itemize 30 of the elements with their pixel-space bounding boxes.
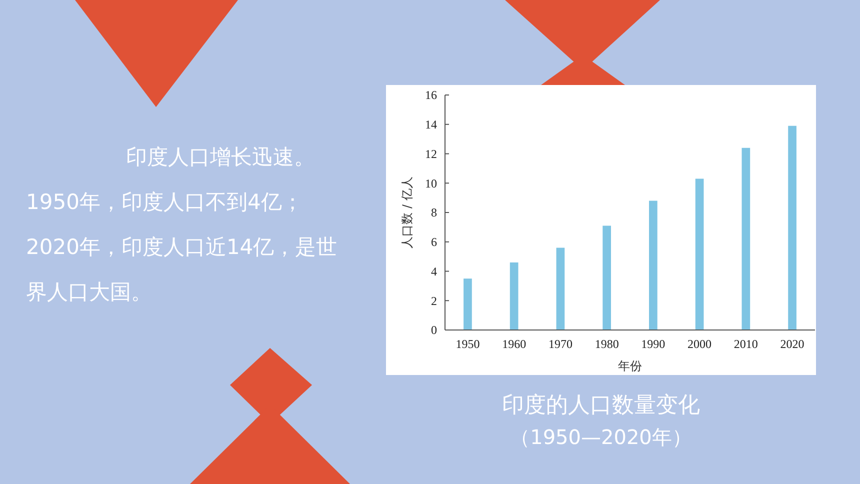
bar <box>602 226 611 330</box>
x-tick-label: 1970 <box>548 337 572 351</box>
bar <box>649 200 658 330</box>
x-axis-title: 年份 <box>618 359 642 373</box>
bar <box>788 126 796 330</box>
y-tick-label: 10 <box>425 176 437 190</box>
bar <box>464 278 472 330</box>
x-tick-label: 1980 <box>594 337 619 351</box>
x-tick-label: 2010 <box>734 337 758 351</box>
y-tick-label: 0 <box>431 323 437 338</box>
y-tick-label: 8 <box>431 206 437 220</box>
x-tick-label: 2000 <box>688 337 712 351</box>
x-tick-label: 1990 <box>641 337 666 351</box>
bar <box>510 262 518 330</box>
bar <box>742 148 750 330</box>
bar <box>556 248 565 330</box>
x-tick-label: 2020 <box>780 337 804 351</box>
text: 印度人口增长迅速。1950年，印度人口不到4亿；2020年，印度人口近14亿，是世界人口大国。 <box>26 144 338 306</box>
y-tick-label: 4 <box>431 264 437 278</box>
y-tick-label: 6 <box>431 235 437 250</box>
y-tick-label: 14 <box>425 118 437 132</box>
y-axis-title: 人口数 / 亿人 <box>400 176 414 248</box>
x-tick-label: 1950 <box>456 337 480 351</box>
y-tick-label: 12 <box>425 146 437 161</box>
bar <box>695 178 704 330</box>
y-tick-label: 2 <box>431 294 437 308</box>
text: 印度的人口数量变化 <box>502 393 700 418</box>
x-tick-label: 1960 <box>502 337 526 351</box>
y-tick-label: 16 <box>425 88 437 102</box>
text: （1950—2020年） <box>510 425 692 449</box>
